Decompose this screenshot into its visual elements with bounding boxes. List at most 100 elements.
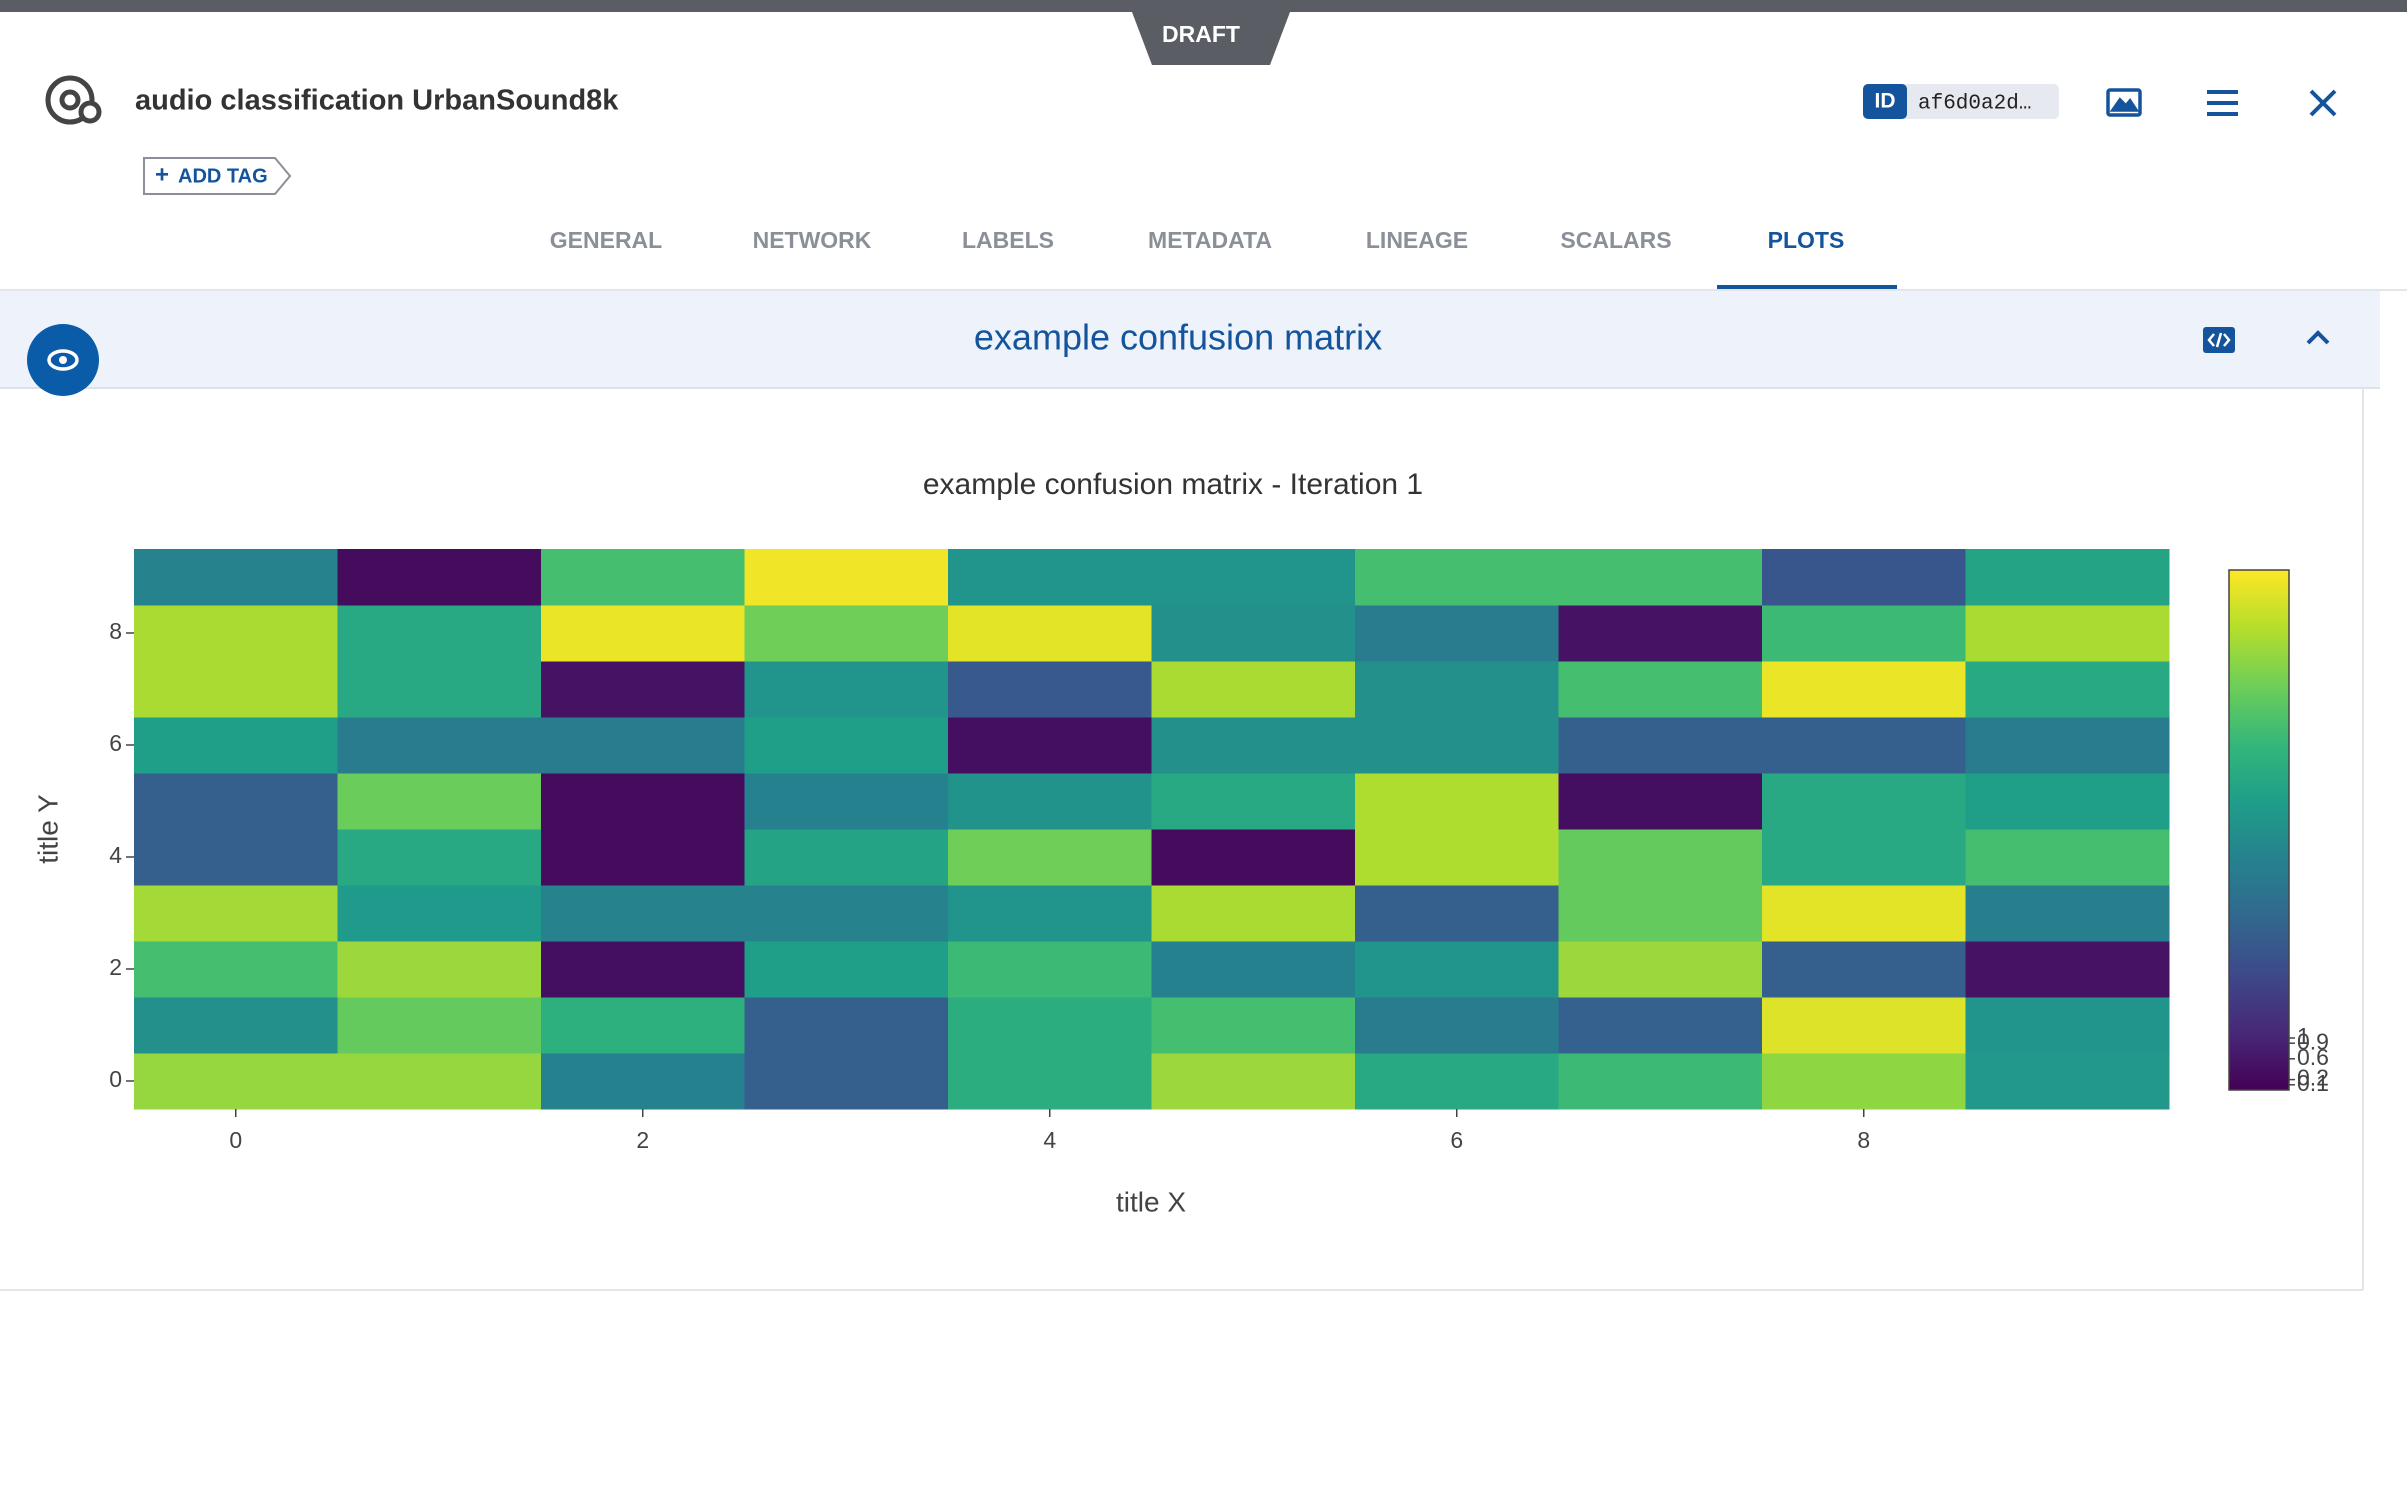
heatmap-cell [744, 885, 949, 942]
heatmap-cell [337, 549, 542, 606]
chart-title: example confusion matrix - Iteration 1 [923, 468, 1423, 501]
heatmap-cell [134, 717, 338, 774]
heatmap-cell [1762, 829, 1966, 886]
x-tick-label: 8 [1857, 1127, 1870, 1153]
y-tick-label: 8 [109, 618, 122, 644]
heatmap-cell [337, 829, 542, 886]
heatmap-cell [1558, 717, 1763, 774]
heatmap-cell [948, 717, 1152, 774]
heatmap-cell [1965, 997, 2170, 1054]
heatmap-cell [1762, 997, 1966, 1054]
heatmap-cell [541, 997, 745, 1054]
heatmap-cell [1762, 549, 1966, 606]
tab[interactable]: GENERAL [550, 227, 662, 253]
heatmap-cell [337, 773, 542, 830]
image-icon[interactable] [2106, 88, 2142, 117]
section-title: example confusion matrix [974, 317, 1382, 358]
heatmap-cell [337, 661, 542, 718]
heatmap-cell [541, 941, 745, 998]
experiment-icon [45, 75, 102, 125]
heatmap-cell [744, 549, 949, 606]
colorbar-tick-label: 1 [2297, 1023, 2310, 1049]
heatmap-cell [1965, 549, 2170, 606]
heatmap-cell [948, 997, 1152, 1054]
heatmap-cell [744, 941, 949, 998]
heatmap-cell [1558, 605, 1763, 662]
tab[interactable]: NETWORK [753, 227, 872, 253]
heatmap-cell [337, 605, 542, 662]
x-tick-label: 6 [1450, 1127, 1463, 1153]
heatmap-cell [1151, 829, 1356, 886]
heatmap-cell [744, 717, 949, 774]
heatmap-cell [134, 829, 338, 886]
heatmap-cell [134, 661, 338, 718]
heatmap-cell [1151, 941, 1356, 998]
heatmap-cell [134, 1053, 338, 1110]
heatmap-cell [1151, 997, 1356, 1054]
y-axis-title: title Y [32, 794, 63, 864]
y-tick-label: 6 [109, 730, 122, 756]
heatmap-cell [1762, 773, 1966, 830]
heatmap-cell [337, 997, 542, 1054]
plus: + [155, 161, 169, 188]
x-tick-label: 0 [229, 1127, 242, 1153]
heatmap-cell [1762, 717, 1966, 774]
heatmap-cell [337, 885, 542, 942]
y-tick-label: 2 [109, 954, 122, 980]
heatmap-cell [948, 829, 1152, 886]
heatmap-cell [1558, 885, 1763, 942]
heatmap-cell [1965, 941, 2170, 998]
heatmap-cell [1965, 661, 2170, 718]
heatmap-cell [1558, 773, 1763, 830]
heatmap-cell [337, 717, 542, 774]
draft-label: DRAFT [1162, 21, 1240, 47]
heatmap-cell [1965, 605, 2170, 662]
heatmap-cell [541, 885, 745, 942]
heatmap-cell [337, 941, 542, 998]
heatmap-cell [1965, 829, 2170, 886]
heatmap-cell [134, 941, 338, 998]
heatmap-cell [541, 773, 745, 830]
heatmap-cell [134, 773, 338, 830]
id-value: af6d0a2d… [1918, 93, 2031, 116]
heatmap-cell [1558, 941, 1763, 998]
id-badge-label: ID [1875, 90, 1896, 113]
x-axis-title: title X [1116, 1186, 1186, 1217]
heatmap-cell [1762, 605, 1966, 662]
section-header [0, 291, 2380, 388]
heatmap-cell [1355, 549, 1559, 606]
heatmap-cell [1151, 717, 1356, 774]
heatmap-cell [1151, 885, 1356, 942]
colorbar-tick-label: 0.1 [2297, 1070, 2329, 1096]
heatmap-cell [1355, 997, 1559, 1054]
tab[interactable]: LINEAGE [1366, 227, 1468, 253]
heatmap-cell [541, 717, 745, 774]
heatmap-cell [744, 997, 949, 1054]
tab[interactable]: LABELS [962, 227, 1054, 253]
colorbar-tick-label: 0.9 [2297, 1028, 2329, 1054]
experiment-title: audio classification UrbanSound8k [135, 85, 619, 117]
heatmap-cell [1558, 829, 1763, 886]
heatmap-cell [1355, 661, 1559, 718]
collapse-button[interactable] [2306, 330, 2330, 345]
heatmap-cell [1558, 661, 1763, 718]
x-tick-label: 2 [636, 1127, 649, 1153]
tab[interactable]: PLOTS [1768, 227, 1845, 253]
add-tag-button[interactable]: + ADD TAG [143, 157, 292, 195]
heatmap-cell [1151, 661, 1356, 718]
heatmap-cell [134, 997, 338, 1054]
tab-bar: GENERAL NETWORK LABELS METADATA LINEAGE SCALA… [550, 227, 1845, 253]
heatmap-cell [1355, 773, 1559, 830]
heatmap-cell [1151, 605, 1356, 662]
heatmap-cell [1762, 661, 1966, 718]
id-badge[interactable]: ID af6d0a2d… [1863, 84, 2059, 119]
tab[interactable]: SCALARS [1560, 227, 1671, 253]
tab[interactable]: METADATA [1148, 227, 1272, 253]
eye-button[interactable] [27, 324, 99, 396]
menu-icon[interactable] [2207, 90, 2238, 116]
heatmap-cell [541, 661, 745, 718]
embed-code-button[interactable] [2203, 327, 2235, 353]
close-icon[interactable] [2309, 89, 2337, 117]
